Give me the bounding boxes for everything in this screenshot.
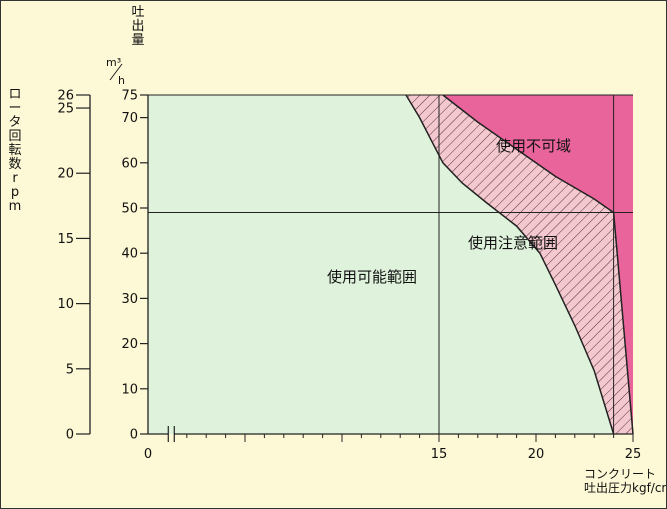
flow-tick-label-0: 0 <box>130 428 138 443</box>
danger-region-area <box>442 95 633 434</box>
danger-region-label: 使用不可域 <box>496 137 571 155</box>
caution-region-area <box>406 95 633 434</box>
rpm-tick-label-10: 10 <box>57 297 74 312</box>
flow-tick-label-70: 70 <box>121 111 138 126</box>
flow-unit-slash <box>109 63 123 81</box>
flow-tick-label-40: 40 <box>121 247 138 262</box>
rpm-tick-label-15: 15 <box>57 232 74 247</box>
flow-unit-bottom: h <box>118 74 125 87</box>
x-tick-label-0: 0 <box>144 447 152 462</box>
flow-unit-top: m³ <box>106 56 121 69</box>
safe-boundary-line <box>405 94 615 435</box>
rpm-tick-label-20: 20 <box>57 167 74 182</box>
flow-axis: 0 10 20 30 40 50 60 70 75 <box>121 89 149 443</box>
x-tick-label-25: 25 <box>625 447 642 462</box>
flow-tick-label-10: 10 <box>121 382 138 397</box>
safe-region-label: 使用可能範囲 <box>327 268 417 286</box>
x-axis-title-line1: コンクリート <box>584 467 657 481</box>
rpm-tick-label-26: 26 <box>57 89 74 104</box>
x-axis-title-line2: 吐出圧力kgf/cm² <box>584 481 666 495</box>
rpm-tick-label-25: 25 <box>57 102 74 117</box>
flow-tick-label-60: 60 <box>121 156 138 171</box>
flow-axis-title: 吐出量 <box>131 5 145 48</box>
flow-tick-label-75: 75 <box>121 89 138 104</box>
flow-tick-label-20: 20 <box>121 337 138 352</box>
rpm-tick-label-0: 0 <box>66 428 74 443</box>
rpm-tick-label-5: 5 <box>66 362 74 377</box>
caution-region-label: 使用注意範囲 <box>468 234 558 252</box>
x-tick-label-20: 20 <box>528 447 545 462</box>
x-tick-label-15: 15 <box>431 447 448 462</box>
pressure-axis: 0 15 20 25 <box>144 426 641 462</box>
flow-tick-label-30: 30 <box>121 292 138 307</box>
safe-region-area <box>148 95 614 434</box>
flow-tick-label-50: 50 <box>121 202 138 217</box>
